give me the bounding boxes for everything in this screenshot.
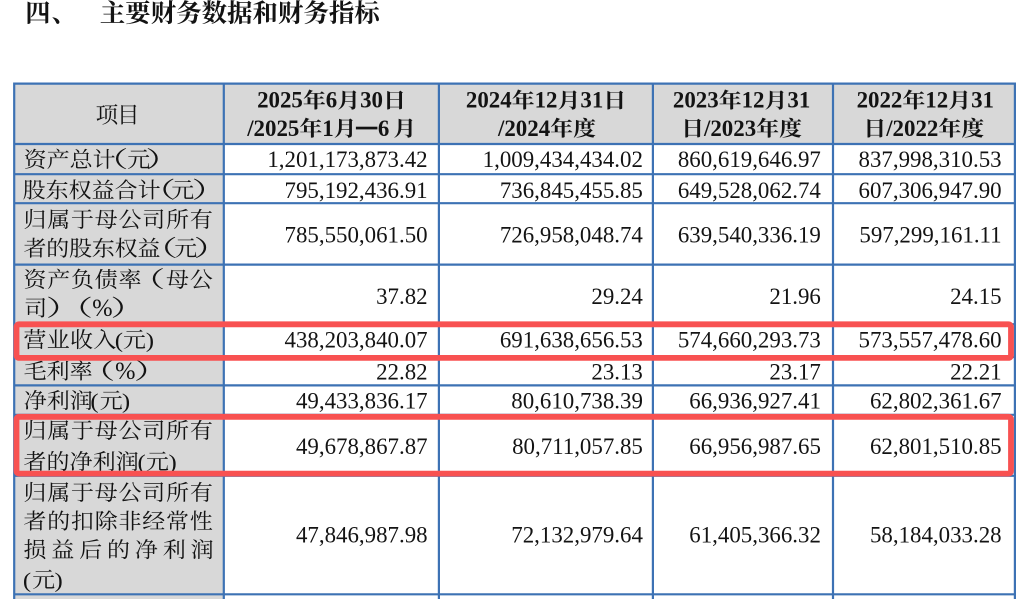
- svg-text:29.24: 29.24: [591, 284, 643, 309]
- svg-text:2024: 2024: [466, 88, 512, 113]
- svg-text:/2022: /2022: [885, 116, 938, 141]
- svg-text:1,201,173,873.42: 1,201,173,873.42: [267, 147, 427, 172]
- svg-text:795,192,436.91: 795,192,436.91: [285, 178, 428, 203]
- svg-text:58,184,033.28: 58,184,033.28: [870, 522, 1002, 547]
- svg-text:1,009,434,434.02: 1,009,434,434.02: [483, 147, 643, 172]
- svg-text:12: 12: [535, 88, 558, 113]
- svg-text:2023: 2023: [673, 88, 719, 113]
- svg-text:/2023: /2023: [703, 116, 756, 141]
- svg-text:736,845,455.85: 736,845,455.85: [500, 178, 643, 203]
- svg-text:23.17: 23.17: [769, 359, 821, 384]
- svg-text:726,958,048.74: 726,958,048.74: [500, 222, 644, 247]
- svg-text:639,540,336.19: 639,540,336.19: [678, 222, 821, 247]
- svg-text:22.21: 22.21: [950, 359, 1002, 384]
- svg-text:1: 1: [322, 116, 333, 141]
- svg-text:860,619,646.97: 860,619,646.97: [678, 147, 821, 172]
- svg-text:62,801,510.85: 62,801,510.85: [870, 434, 1002, 459]
- svg-text:837,998,310.53: 837,998,310.53: [859, 147, 1002, 172]
- svg-text:37.82: 37.82: [376, 284, 428, 309]
- svg-text:691,638,656.53: 691,638,656.53: [500, 327, 643, 352]
- svg-text:80,711,057.85: 80,711,057.85: [512, 434, 643, 459]
- svg-text:607,306,947.90: 607,306,947.90: [859, 178, 1002, 203]
- svg-text:49,433,836.17: 49,433,836.17: [296, 388, 428, 413]
- svg-text:12: 12: [925, 88, 948, 113]
- svg-text:6: 6: [378, 116, 389, 141]
- svg-text:31: 31: [580, 88, 603, 113]
- svg-text:72,132,979.64: 72,132,979.64: [511, 522, 643, 547]
- svg-text:66,956,987.65: 66,956,987.65: [689, 434, 821, 459]
- svg-text:/2025: /2025: [246, 116, 299, 141]
- svg-text:6: 6: [326, 88, 337, 113]
- svg-text:47,846,987.98: 47,846,987.98: [296, 522, 428, 547]
- svg-text:30: 30: [360, 88, 383, 113]
- svg-text:24.15: 24.15: [950, 284, 1002, 309]
- svg-text:49,678,867.87: 49,678,867.87: [296, 434, 428, 459]
- svg-text:31: 31: [971, 88, 994, 113]
- svg-text:66,936,927.41: 66,936,927.41: [689, 388, 821, 413]
- svg-text:574,660,293.73: 574,660,293.73: [678, 327, 821, 352]
- svg-text:23.13: 23.13: [591, 359, 643, 384]
- svg-text:80,610,738.39: 80,610,738.39: [511, 388, 643, 413]
- svg-text:61,405,366.32: 61,405,366.32: [689, 522, 821, 547]
- svg-text:649,528,062.74: 649,528,062.74: [678, 178, 822, 203]
- svg-text:785,550,061.50: 785,550,061.50: [285, 222, 428, 247]
- svg-text:21.96: 21.96: [769, 284, 821, 309]
- svg-text:2022: 2022: [857, 88, 903, 113]
- svg-text:22.82: 22.82: [376, 359, 428, 384]
- svg-text:2025: 2025: [257, 88, 303, 113]
- svg-text:573,557,478.60: 573,557,478.60: [859, 327, 1002, 352]
- svg-text:31: 31: [787, 88, 810, 113]
- svg-text:597,299,161.11: 597,299,161.11: [859, 222, 1001, 247]
- svg-text:62,802,361.67: 62,802,361.67: [870, 388, 1002, 413]
- svg-text:438,203,840.07: 438,203,840.07: [285, 327, 428, 352]
- svg-text:/2024: /2024: [497, 116, 551, 141]
- svg-text:12: 12: [742, 88, 765, 113]
